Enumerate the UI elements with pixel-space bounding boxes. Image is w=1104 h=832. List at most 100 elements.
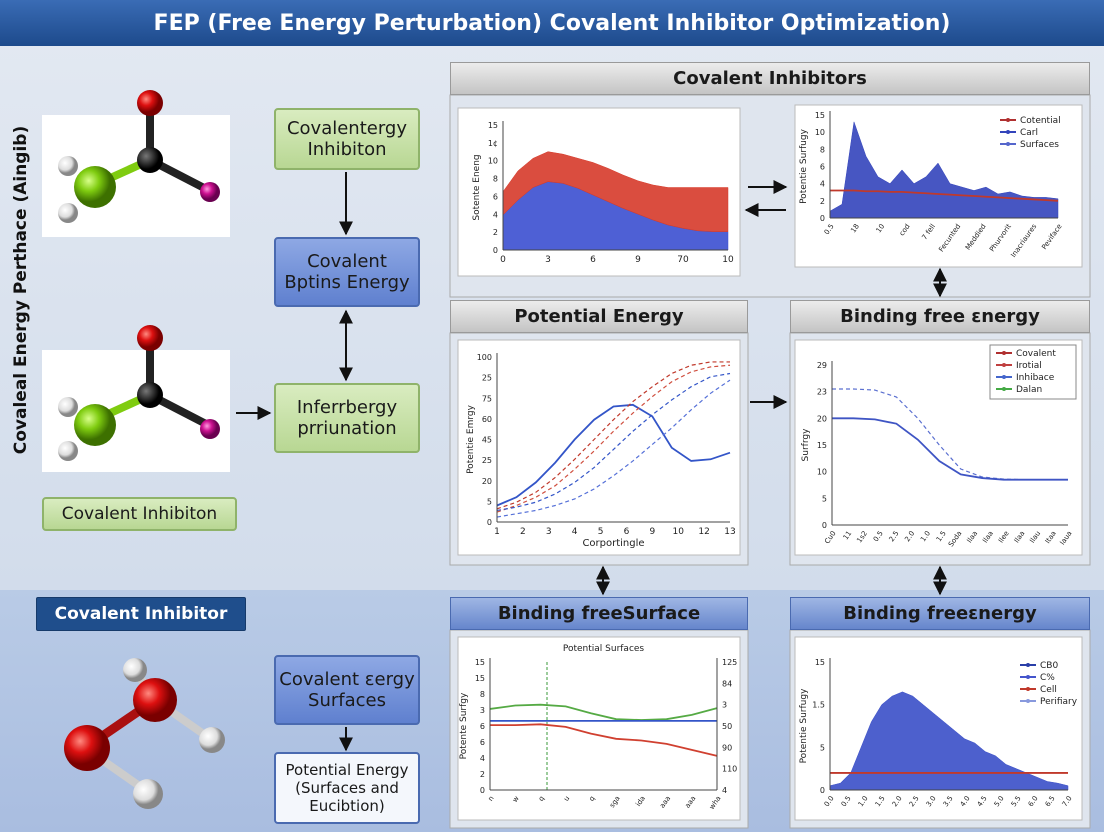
line: [490, 723, 718, 757]
x-tick-label: 10: [875, 223, 887, 235]
y-tick-label: 2: [493, 228, 498, 237]
y2-tick-label: 4: [722, 786, 727, 795]
chart-card: [457, 636, 741, 821]
title-bar: [0, 0, 1104, 46]
y-tick-label: 5: [822, 494, 827, 503]
y-axis-label: Potentie Emrgy: [466, 404, 476, 474]
chart-title: Potential Surfaces: [563, 644, 645, 654]
x-tick-label: 9: [635, 255, 641, 265]
legend-dot: [1026, 675, 1030, 679]
x-tick-label: q: [537, 795, 546, 803]
x-tick-label: 5: [598, 527, 604, 537]
flow-box: Inferrbergy prriunation: [274, 383, 420, 453]
y-tick-label: 0: [822, 521, 827, 530]
y-tick-label: 10: [488, 157, 498, 166]
y-tick-label: 29: [817, 361, 827, 370]
legend-label: C%: [1040, 673, 1055, 683]
y-tick-label: 60: [482, 415, 492, 424]
line: [830, 189, 1059, 202]
y-tick-label: 8: [820, 145, 825, 154]
x-tick-label: 70: [677, 255, 689, 265]
y-tick-label: 100: [477, 353, 492, 362]
y-tick-label: 2: [820, 197, 825, 206]
panel-header: Binding freeSurface: [450, 597, 748, 630]
y-axis-label: Sotente Eneng: [472, 154, 482, 220]
x-tick-label: w: [511, 794, 521, 804]
y-tick-label: 0: [480, 786, 485, 795]
y-axis-label: Potentie Surfugy: [799, 128, 809, 204]
legend-label: CB0: [1040, 661, 1058, 671]
y2-tick-label: 84: [722, 679, 732, 688]
y-axis-label: Potente Surfgy: [459, 692, 469, 759]
legend-dot: [1026, 663, 1030, 667]
molecule: [42, 90, 230, 237]
x-tick-label: 12: [698, 527, 709, 537]
arrows: [236, 172, 947, 752]
panel-header: Covalent Inhibitors: [450, 62, 1090, 95]
x-tick-label: 18: [849, 223, 861, 235]
y2-tick-label: 90: [722, 743, 732, 752]
y-tick-label: 6: [493, 192, 498, 201]
flow-box: Covalent Bptins Energy: [274, 237, 420, 307]
y-tick-label: 6: [480, 738, 485, 747]
side-label: Covaleal Energy Perthace (Aingib): [11, 126, 31, 454]
panel-header: Binding free ɛnergy: [790, 300, 1090, 333]
panel-header: Binding freeɛnergy: [790, 597, 1090, 630]
legend-label: Covalent: [1016, 349, 1056, 359]
x-tick-label: 6: [590, 255, 596, 265]
x-tick-label: 13: [724, 527, 735, 537]
y-tick-label: 0: [820, 786, 825, 795]
line: [496, 372, 731, 512]
area: [502, 151, 729, 232]
x-tick-label: 2: [520, 527, 526, 537]
y-tick-label: 2: [480, 770, 485, 779]
y-tick-label: 15: [488, 121, 498, 130]
legend-dot: [1002, 387, 1006, 391]
page-title: FEP (Free Energy Perturbation) Covalent …: [154, 11, 951, 36]
line: [496, 361, 730, 510]
line: [489, 703, 718, 721]
legend-label: Irotial: [1016, 361, 1042, 371]
y-tick-label: 4: [820, 180, 825, 189]
y-tick-label: 45: [482, 436, 492, 445]
x-tick-label: 11: [842, 530, 854, 542]
y2-tick-label: 125: [722, 658, 737, 667]
flow-box: Covalent ɛergy Surfaces: [274, 655, 420, 725]
y-tick-label: 15: [815, 111, 825, 120]
y-tick-label: 75: [482, 394, 492, 403]
y-tick-label: 10: [815, 128, 825, 137]
legend-dot: [1006, 142, 1010, 146]
y-tick-label: 6: [480, 722, 485, 731]
y-tick-label: 5: [487, 497, 492, 506]
x-tick-label: u: [562, 795, 571, 803]
legend-dot: [1006, 130, 1010, 134]
flow-box: Covalentergy Inhibiton: [274, 108, 420, 170]
y-axis-label: Surfrgy: [801, 428, 811, 462]
y-tick-label: 0: [820, 214, 825, 223]
y-tick-label: 4: [480, 754, 485, 763]
y-tick-label: 15: [475, 674, 485, 683]
molecule-label: Covalent Inhibiton: [42, 497, 237, 531]
x-tick-label: 10: [672, 527, 684, 537]
legend-label: Carl: [1020, 128, 1038, 138]
panel-header: Potential Energy: [450, 300, 748, 333]
y2-tick-label: 50: [722, 722, 732, 731]
x-tick-label: 3: [546, 527, 552, 537]
legend-label: Cell: [1040, 685, 1057, 695]
x-tick-label: 6: [624, 527, 630, 537]
legend-dot: [1002, 375, 1006, 379]
y2-tick-label: 3: [722, 701, 727, 710]
y-tick-label: 15: [475, 658, 485, 667]
flow-box: Potential Energy (Surfaces and Eucibtion…: [274, 752, 420, 824]
legend-label: Cotential: [1020, 116, 1061, 126]
line: [496, 379, 731, 518]
legend-dot: [1026, 687, 1030, 691]
y-tick-label: 20: [482, 477, 492, 486]
line: [832, 417, 1068, 481]
y-tick-label: 0: [493, 246, 498, 255]
section-label: Covalent Inhibitor: [36, 597, 246, 631]
molecule: [42, 325, 230, 472]
x-tick-label: 4: [572, 527, 578, 537]
